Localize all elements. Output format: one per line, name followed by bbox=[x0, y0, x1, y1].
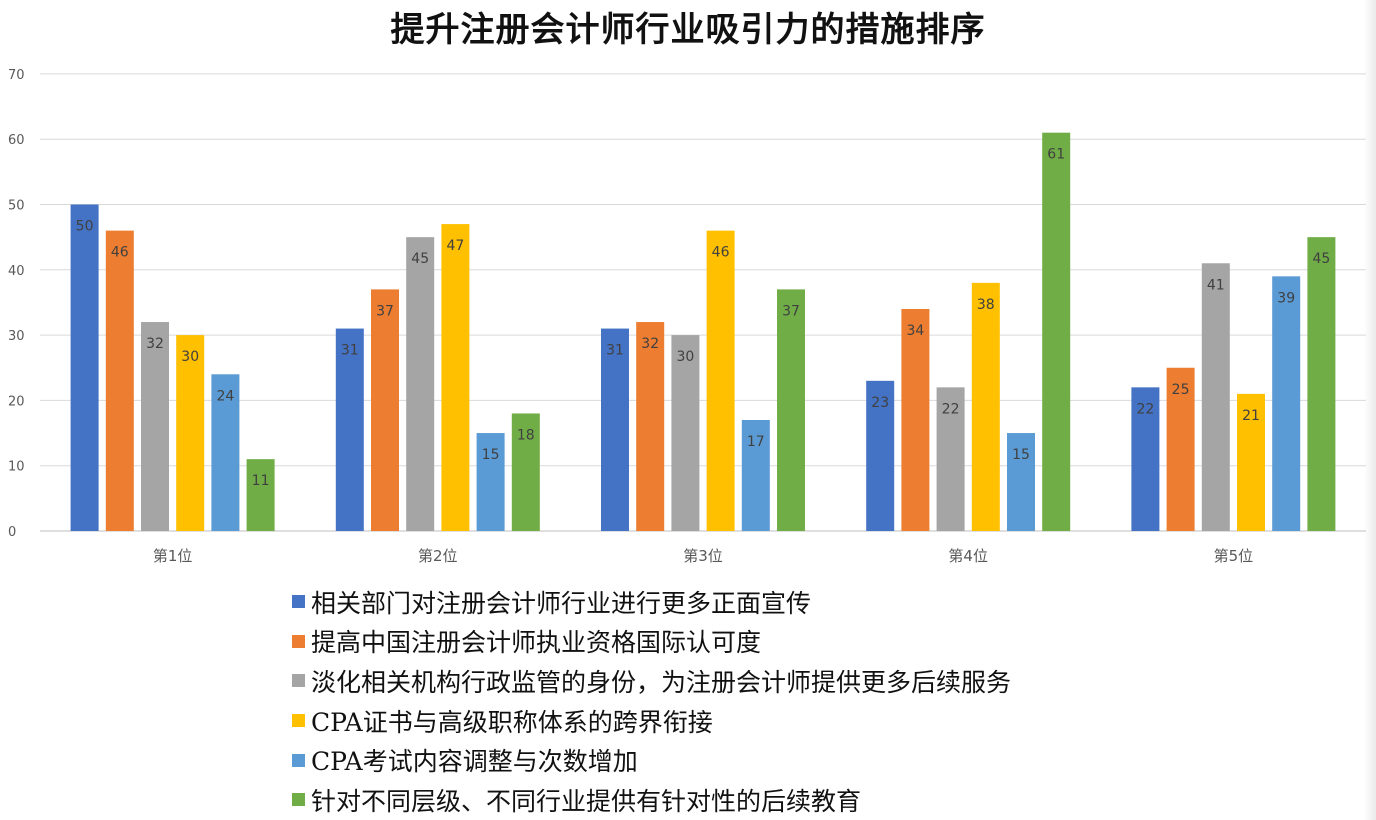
bar-chart: 0 10 20 30 40 50 60 70 50 46 32 30 24 11 第1位 31 37 45 47 15… bbox=[8, 68, 1366, 565]
x-tick-label: 第3位 bbox=[683, 547, 723, 565]
legend-swatch bbox=[292, 634, 305, 648]
data-label: 32 bbox=[641, 336, 659, 352]
data-label: 39 bbox=[1277, 290, 1295, 306]
data-label: 22 bbox=[942, 401, 960, 417]
bar bbox=[371, 289, 399, 531]
data-label: 38 bbox=[977, 297, 995, 313]
data-label: 15 bbox=[1012, 447, 1030, 463]
bar bbox=[901, 308, 930, 531]
legend-label: 相关部门对注册会计师行业进行更多正面宣传 bbox=[311, 588, 812, 618]
data-label: 31 bbox=[341, 343, 359, 359]
y-tick-label: 10 bbox=[8, 460, 25, 475]
bar bbox=[671, 335, 700, 531]
data-label: 34 bbox=[906, 323, 924, 339]
y-tick-label: 50 bbox=[8, 199, 25, 214]
bar bbox=[335, 328, 364, 531]
data-label: 46 bbox=[111, 245, 129, 261]
legend-label: 提高中国注册会计师执业资格国际认可度 bbox=[311, 628, 762, 658]
data-label: 46 bbox=[712, 245, 730, 261]
data-label: 45 bbox=[411, 251, 429, 267]
data-label: 18 bbox=[517, 427, 535, 443]
y-tick-label: 70 bbox=[8, 68, 25, 83]
legend-item: 相关部门对注册会计师行业进行更多正面宣传 bbox=[292, 582, 1011, 622]
data-label: 61 bbox=[1047, 147, 1065, 163]
legend-swatch bbox=[292, 793, 305, 807]
bar bbox=[741, 419, 770, 531]
y-tick-label: 20 bbox=[8, 394, 25, 409]
data-label: 37 bbox=[376, 303, 394, 319]
data-label: 37 bbox=[782, 303, 800, 319]
bar bbox=[211, 374, 240, 531]
legend-item: 提高中国注册会计师执业资格国际认可度 bbox=[292, 622, 1011, 662]
legend-swatch bbox=[292, 595, 305, 609]
bar bbox=[1007, 433, 1035, 531]
data-label: 15 bbox=[482, 447, 500, 463]
bar bbox=[1131, 387, 1160, 531]
bar bbox=[1307, 237, 1336, 531]
legend-item: CPA证书与高级职称体系的跨界衔接 bbox=[292, 701, 1011, 741]
bar bbox=[1166, 367, 1195, 531]
data-label: 41 bbox=[1207, 277, 1225, 293]
bar bbox=[706, 230, 735, 531]
legend-item: 淡化相关机构行政监管的身份，为注册会计师提供更多后续服务 bbox=[292, 661, 1011, 701]
legend-label: 淡化相关机构行政监管的身份，为注册会计师提供更多后续服务 bbox=[311, 667, 1012, 697]
data-label: 50 bbox=[76, 219, 94, 235]
bar bbox=[141, 322, 169, 531]
data-label: 23 bbox=[871, 395, 889, 411]
bar bbox=[936, 387, 965, 531]
y-tick-label: 30 bbox=[8, 329, 25, 344]
legend-swatch bbox=[292, 714, 305, 728]
bar bbox=[246, 459, 275, 531]
y-tick-label: 40 bbox=[8, 264, 25, 279]
y-tick-label: 60 bbox=[8, 133, 25, 148]
bar bbox=[105, 230, 134, 531]
bar bbox=[971, 282, 1000, 531]
data-label: 32 bbox=[146, 336, 164, 352]
chart-title: 提升注册会计师行业吸引力的措施排序 bbox=[390, 10, 986, 50]
data-label: 22 bbox=[1136, 401, 1154, 417]
bar bbox=[511, 413, 540, 531]
x-tick-label: 第1位 bbox=[153, 547, 193, 565]
data-label: 17 bbox=[747, 434, 765, 450]
data-label: 31 bbox=[606, 343, 624, 359]
bar bbox=[441, 224, 470, 531]
data-label: 30 bbox=[676, 349, 694, 365]
page-edge-shadow bbox=[1364, 0, 1376, 820]
data-label: 21 bbox=[1242, 408, 1260, 424]
data-label: 30 bbox=[181, 349, 199, 365]
bar bbox=[476, 433, 505, 531]
x-tick-label: 第5位 bbox=[1214, 547, 1254, 565]
legend-label: CPA证书与高级职称体系的跨界衔接 bbox=[311, 707, 713, 737]
bar bbox=[1237, 393, 1265, 531]
legend-swatch bbox=[292, 753, 305, 767]
x-tick-label: 第4位 bbox=[948, 547, 988, 565]
data-label: 24 bbox=[216, 388, 234, 404]
bar bbox=[70, 204, 99, 531]
bar bbox=[1201, 263, 1230, 531]
bar bbox=[176, 335, 205, 531]
bar bbox=[601, 328, 629, 531]
legend-item: CPA考试内容调整与次数增加 bbox=[292, 740, 1011, 780]
data-label: 25 bbox=[1172, 382, 1190, 398]
bar bbox=[866, 380, 895, 531]
bar bbox=[406, 237, 435, 531]
bar bbox=[636, 322, 665, 531]
data-label: 47 bbox=[446, 238, 464, 254]
data-label: 45 bbox=[1312, 251, 1330, 267]
bar bbox=[1042, 132, 1071, 532]
legend-swatch bbox=[292, 674, 305, 688]
chart-legend: 相关部门对注册会计师行业进行更多正面宣传 提高中国注册会计师执业资格国际认可度淡化… bbox=[292, 582, 1011, 820]
y-tick-label: 0 bbox=[8, 525, 16, 540]
bar bbox=[777, 289, 805, 531]
x-tick-label: 第2位 bbox=[418, 547, 458, 565]
legend-label: CPA考试内容调整与次数增加 bbox=[311, 747, 638, 777]
bar bbox=[1272, 276, 1301, 531]
data-label: 11 bbox=[252, 473, 270, 489]
legend-item: 针对不同层级、不同行业提供有针对性的后续教育 bbox=[292, 780, 1011, 820]
legend-label: 针对不同层级、不同行业提供有针对性的后续教育 bbox=[311, 786, 862, 816]
